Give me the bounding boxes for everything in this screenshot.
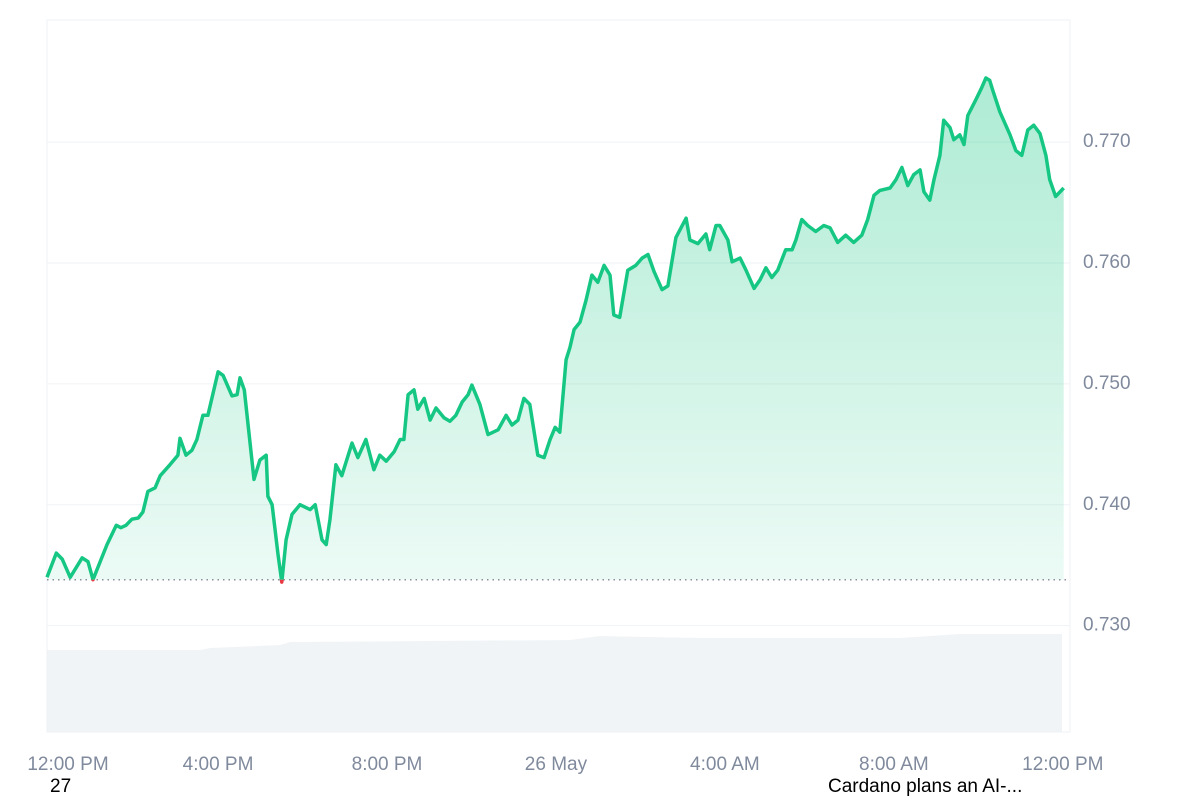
x-tick-label: 4:00 PM (183, 754, 254, 775)
x-tick-label: 12:00 PM (1022, 754, 1103, 775)
annotation: 27 (50, 776, 71, 797)
y-tick-label: 0.730 (1083, 615, 1131, 636)
y-tick-label: 0.760 (1083, 252, 1131, 273)
volume-area (47, 634, 1062, 732)
y-tick-label: 0.770 (1083, 131, 1131, 152)
x-tick-label: 4:00 AM (690, 754, 760, 775)
y-tick-label: 0.750 (1083, 373, 1131, 394)
y-tick-label: 0.740 (1083, 494, 1131, 515)
area (47, 78, 1064, 580)
x-tick-label: 8:00 AM (859, 754, 929, 775)
annotation: Cardano plans an AI-... (828, 776, 1022, 797)
x-tick-label: 12:00 PM (27, 754, 108, 775)
price-line (45, 76, 1065, 580)
x-tick-label: 8:00 PM (352, 754, 423, 775)
x-tick-label: 26 May (525, 754, 588, 775)
